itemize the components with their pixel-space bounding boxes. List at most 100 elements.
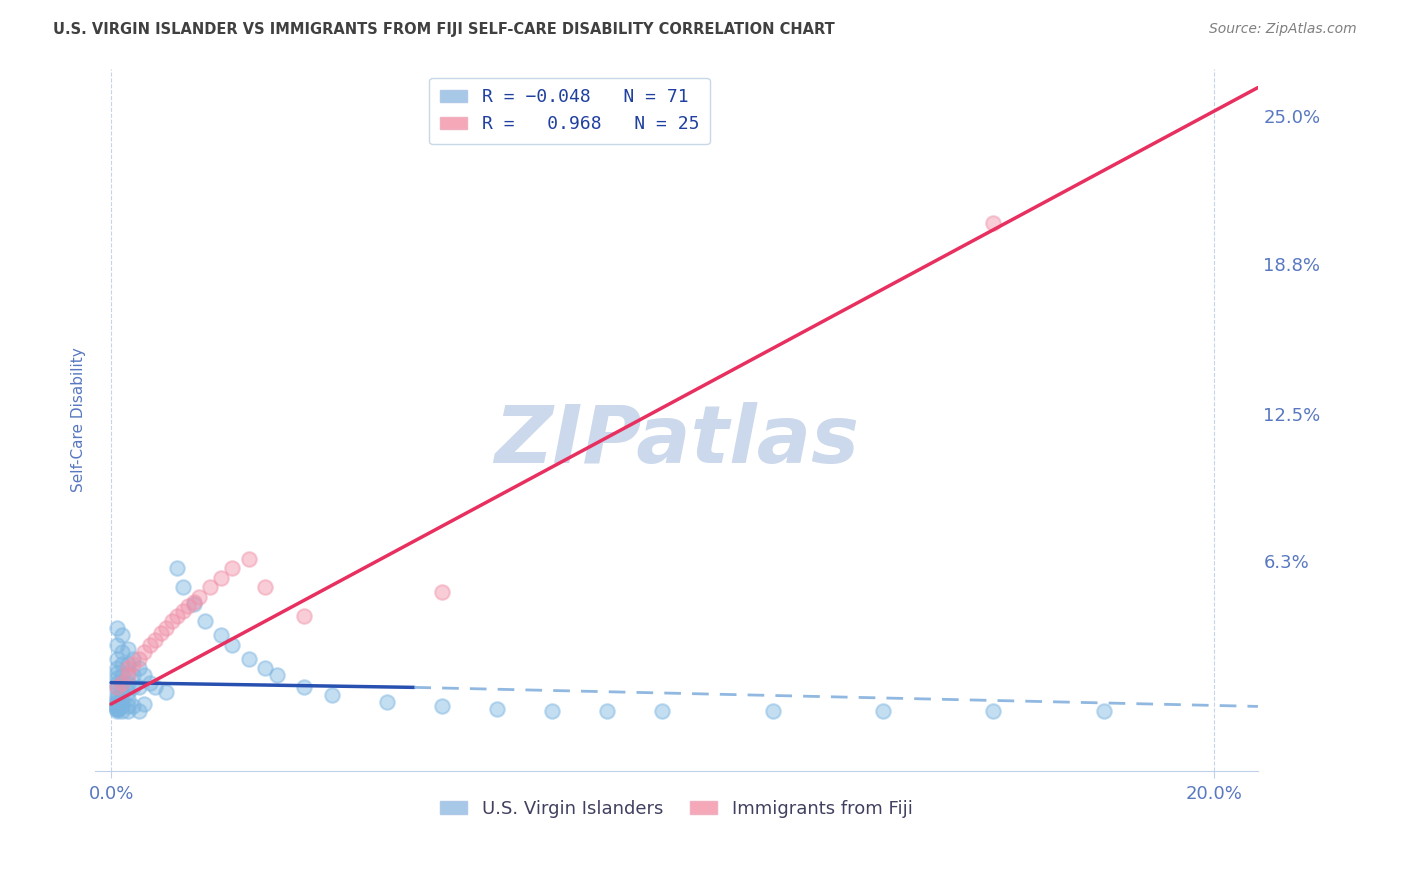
Point [117, 668, 139, 682]
Point [111, 675, 134, 690]
Point [981, 704, 1004, 718]
Point [292, 681, 315, 695]
Point [172, 581, 194, 595]
Point [981, 216, 1004, 230]
Point [105, 692, 128, 706]
Point [117, 642, 139, 657]
Point [111, 668, 134, 682]
Point [122, 699, 145, 714]
Y-axis label: Self-Care Disability: Self-Care Disability [72, 347, 86, 492]
Point [105, 695, 128, 709]
Point [105, 702, 128, 716]
Point [254, 581, 277, 595]
Point [155, 621, 177, 635]
Point [266, 668, 288, 682]
Point [111, 682, 134, 697]
Point [105, 681, 128, 695]
Point [111, 628, 134, 642]
Point [117, 675, 139, 690]
Point [221, 561, 243, 575]
Point [122, 681, 145, 695]
Point [486, 702, 509, 716]
Point [166, 561, 188, 575]
Point [1092, 704, 1115, 718]
Point [117, 666, 139, 681]
Point [105, 638, 128, 652]
Point [143, 632, 166, 647]
Point [155, 685, 177, 699]
Point [321, 688, 343, 702]
Point [221, 638, 243, 652]
Point [111, 704, 134, 718]
Point [238, 652, 260, 666]
Point [254, 661, 277, 675]
Point [111, 688, 134, 702]
Point [651, 704, 673, 718]
Point [111, 657, 134, 671]
Point [105, 697, 128, 711]
Point [762, 704, 785, 718]
Point [105, 666, 128, 681]
Point [105, 699, 128, 714]
Point [105, 704, 128, 718]
Point [375, 695, 398, 709]
Point [117, 692, 139, 706]
Point [166, 609, 188, 624]
Point [194, 614, 217, 628]
Point [122, 657, 145, 671]
Point [177, 599, 200, 614]
Point [105, 690, 128, 704]
Point [111, 645, 134, 659]
Point [149, 625, 172, 640]
Point [128, 652, 150, 666]
Point [111, 675, 134, 690]
Point [138, 675, 160, 690]
Text: ZIPatlas: ZIPatlas [494, 401, 859, 480]
Point [134, 645, 156, 659]
Point [596, 704, 619, 718]
Point [160, 614, 183, 628]
Point [117, 704, 139, 718]
Point [105, 652, 128, 666]
Point [209, 628, 232, 642]
Point [183, 595, 205, 609]
Point [122, 668, 145, 682]
Point [105, 685, 128, 699]
Point [111, 695, 134, 709]
Text: U.S. VIRGIN ISLANDER VS IMMIGRANTS FROM FIJI SELF-CARE DISABILITY CORRELATION CH: U.S. VIRGIN ISLANDER VS IMMIGRANTS FROM … [53, 22, 835, 37]
Point [138, 638, 160, 652]
Point [541, 704, 564, 718]
Point [105, 661, 128, 675]
Point [105, 621, 128, 635]
Point [105, 681, 128, 695]
Point [105, 702, 128, 716]
Point [117, 699, 139, 714]
Point [209, 571, 232, 585]
Point [188, 590, 211, 604]
Point [183, 597, 205, 611]
Point [872, 704, 894, 718]
Point [200, 581, 222, 595]
Point [105, 699, 128, 714]
Point [105, 702, 128, 716]
Point [117, 657, 139, 671]
Point [238, 552, 260, 566]
Text: Source: ZipAtlas.com: Source: ZipAtlas.com [1209, 22, 1357, 37]
Point [134, 668, 156, 682]
Point [117, 661, 139, 675]
Point [105, 671, 128, 685]
Point [117, 685, 139, 699]
Point [430, 585, 453, 599]
Point [172, 604, 194, 618]
Legend: U.S. Virgin Islanders, Immigrants from Fiji: U.S. Virgin Islanders, Immigrants from F… [433, 792, 920, 825]
Point [111, 699, 134, 714]
Point [134, 697, 156, 711]
Point [128, 704, 150, 718]
Point [292, 609, 315, 624]
Point [105, 675, 128, 690]
Point [105, 697, 128, 711]
Point [122, 652, 145, 666]
Point [143, 681, 166, 695]
Point [430, 699, 453, 714]
Point [128, 681, 150, 695]
